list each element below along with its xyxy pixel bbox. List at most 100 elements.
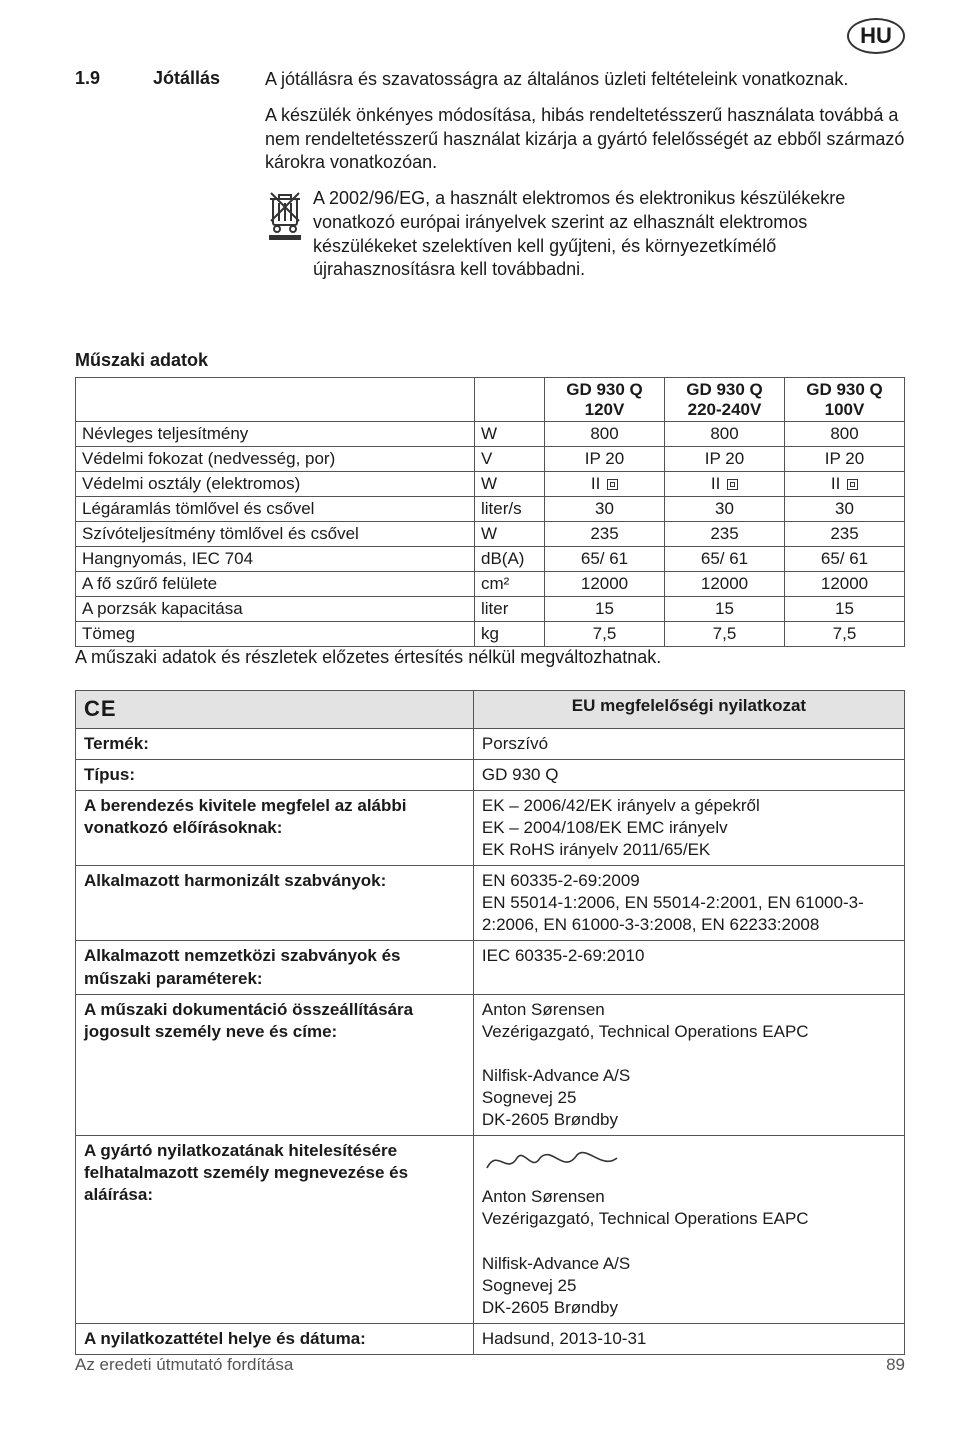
- declaration-label: A gyártó nyilatkozatának hitelesítésére …: [76, 1136, 474, 1324]
- class2-icon: [727, 479, 738, 490]
- row-unit: cm²: [475, 572, 545, 597]
- technical-data-table: GD 930 Q120VGD 930 Q220-240VGD 930 Q100V…: [75, 377, 905, 647]
- page-footer: Az eredeti útmutató fordítása 89: [75, 1355, 905, 1375]
- row-label: Tömeg: [76, 622, 475, 647]
- column-header: GD 930 Q120V: [545, 378, 665, 422]
- page-number: 89: [886, 1355, 905, 1375]
- table-row: Védelmi osztály (elektromos)WII II II: [76, 472, 905, 497]
- tech-data-heading: Műszaki adatok: [75, 350, 905, 371]
- table-row: Tömegkg7,57,57,5: [76, 622, 905, 647]
- row-label: Névleges teljesítmény: [76, 422, 475, 447]
- row-value: 800: [545, 422, 665, 447]
- row-label: Védelmi fokozat (nedvesség, por): [76, 447, 475, 472]
- row-label: A porzsák kapacitása: [76, 597, 475, 622]
- row-value: 7,5: [665, 622, 785, 647]
- row-value: 12000: [545, 572, 665, 597]
- ce-mark-icon: CE: [84, 696, 117, 721]
- row-value: 12000: [785, 572, 905, 597]
- row-value: 7,5: [545, 622, 665, 647]
- row-label: A fő szűrő felülete: [76, 572, 475, 597]
- declaration-value: Anton SørensenVezérigazgató, Technical O…: [473, 994, 904, 1136]
- row-value: II: [545, 472, 665, 497]
- table-row: Szívóteljesítmény tömlővel és csővelW235…: [76, 522, 905, 547]
- document-page: HU 1.9 Jótállás A jótállásra és szavatos…: [0, 0, 960, 1395]
- row-unit: W: [475, 522, 545, 547]
- row-value: IP 20: [665, 447, 785, 472]
- section-body: A jótállásra és szavatosságra az általán…: [265, 68, 905, 282]
- declaration-label: A műszaki dokumentáció összeállítására j…: [76, 994, 474, 1136]
- row-value: 30: [785, 497, 905, 522]
- row-unit: dB(A): [475, 547, 545, 572]
- footer-text: Az eredeti útmutató fordítása: [75, 1355, 293, 1375]
- row-value: 800: [665, 422, 785, 447]
- row-value: 15: [665, 597, 785, 622]
- table-row: A műszaki dokumentáció összeállítására j…: [76, 994, 905, 1136]
- row-unit: liter/s: [475, 497, 545, 522]
- table-row: A berendezés kivitele megfelel az alábbi…: [76, 790, 905, 865]
- table-row: A gyártó nyilatkozatának hitelesítésére …: [76, 1136, 905, 1324]
- row-value: 800: [785, 422, 905, 447]
- row-unit: W: [475, 472, 545, 497]
- blank-cell: [475, 378, 545, 422]
- row-value: 15: [785, 597, 905, 622]
- table-row: Névleges teljesítményW800800800: [76, 422, 905, 447]
- row-value: IP 20: [785, 447, 905, 472]
- row-value: IP 20: [545, 447, 665, 472]
- blank-cell: [76, 378, 475, 422]
- row-value: 30: [665, 497, 785, 522]
- declaration-label: A nyilatkozattétel helye és dátuma:: [76, 1323, 474, 1354]
- section-title: Jótállás: [153, 68, 265, 282]
- column-header: GD 930 Q220-240V: [665, 378, 785, 422]
- language-badge: HU: [847, 18, 905, 54]
- weee-note: A 2002/96/EG, a használt elektromos és e…: [265, 187, 905, 282]
- paragraph: A készülék önkényes módosítása, hibás re…: [265, 104, 905, 175]
- row-value: 235: [545, 522, 665, 547]
- row-value: 65/ 61: [545, 547, 665, 572]
- row-value: 235: [665, 522, 785, 547]
- weee-text: A 2002/96/EG, a használt elektromos és e…: [313, 187, 905, 282]
- eu-declaration-title: EU megfelelőségi nyilatkozat: [473, 691, 904, 729]
- declaration-label: Alkalmazott harmonizált szabványok:: [76, 866, 474, 941]
- row-value: 7,5: [785, 622, 905, 647]
- table-row: A fő szűrő felületecm²120001200012000: [76, 572, 905, 597]
- tech-footnote: A műszaki adatok és részletek előzetes é…: [75, 647, 905, 668]
- row-unit: kg: [475, 622, 545, 647]
- table-row: Alkalmazott harmonizált szabványok:EN 60…: [76, 866, 905, 941]
- paragraph: A jótállásra és szavatosságra az általán…: [265, 68, 905, 92]
- table-row: Légáramlás tömlővel és csővelliter/s 3030…: [76, 497, 905, 522]
- row-label: Szívóteljesítmény tömlővel és csővel: [76, 522, 475, 547]
- declaration-label: Típus:: [76, 759, 474, 790]
- row-label: Légáramlás tömlővel és csővel: [76, 497, 475, 522]
- signature-icon: [482, 1140, 896, 1186]
- row-value: II: [785, 472, 905, 497]
- ce-mark-cell: CE: [76, 691, 474, 729]
- row-value: 12000: [665, 572, 785, 597]
- row-label: Védelmi osztály (elektromos): [76, 472, 475, 497]
- table-row: Alkalmazott nemzetközi szabványok és műs…: [76, 941, 905, 994]
- section-number: 1.9: [75, 68, 153, 282]
- declaration-value: Anton SørensenVezérigazgató, Technical O…: [473, 1136, 904, 1324]
- table-row: Védelmi fokozat (nedvesség, por)VIP 20IP…: [76, 447, 905, 472]
- table-row: Termék:Porszívó: [76, 728, 905, 759]
- row-value: 65/ 61: [665, 547, 785, 572]
- row-unit: liter: [475, 597, 545, 622]
- declaration-label: Termék:: [76, 728, 474, 759]
- declaration-value: EN 60335-2-69:2009EN 55014-1:2006, EN 55…: [473, 866, 904, 941]
- warranty-section: 1.9 Jótállás A jótállásra és szavatosság…: [75, 68, 905, 282]
- weee-bin-icon: [265, 187, 309, 248]
- class2-icon: [607, 479, 618, 490]
- column-header: GD 930 Q100V: [785, 378, 905, 422]
- eu-declaration-table: CE EU megfelelőségi nyilatkozat Termék:P…: [75, 690, 905, 1355]
- class2-icon: [847, 479, 858, 490]
- row-value: 15: [545, 597, 665, 622]
- table-row: A porzsák kapacitásaliter151515: [76, 597, 905, 622]
- declaration-value: GD 930 Q: [473, 759, 904, 790]
- declaration-label: A berendezés kivitele megfelel az alábbi…: [76, 790, 474, 865]
- row-value: 235: [785, 522, 905, 547]
- row-unit: W: [475, 422, 545, 447]
- declaration-value: EK – 2006/42/EK irányelv a gépekrőlEK – …: [473, 790, 904, 865]
- row-label: Hangnyomás, IEC 704: [76, 547, 475, 572]
- declaration-value: IEC 60335-2-69:2010: [473, 941, 904, 994]
- row-value: 65/ 61: [785, 547, 905, 572]
- declaration-label: Alkalmazott nemzetközi szabványok és műs…: [76, 941, 474, 994]
